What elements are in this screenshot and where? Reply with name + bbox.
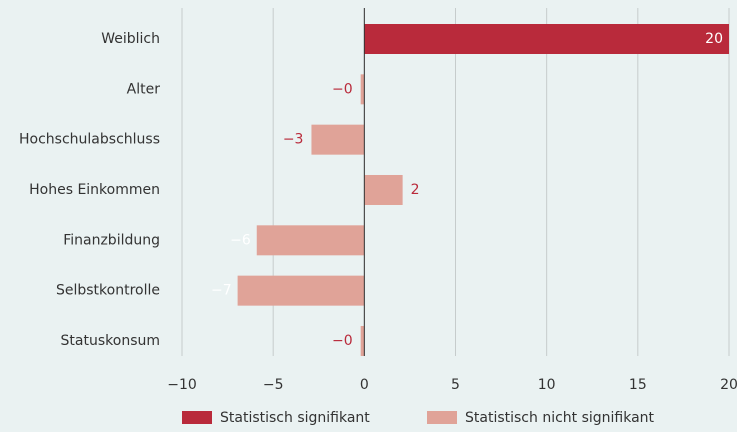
- value-label: 20: [705, 31, 723, 47]
- x-tick-label: 15: [629, 377, 647, 393]
- value-label: −7: [211, 283, 232, 299]
- bar: [360, 74, 365, 105]
- category-label: Selbstkontrolle: [56, 283, 160, 299]
- x-tick-label: −5: [263, 377, 284, 393]
- bar: [364, 174, 403, 205]
- legend-swatch: [427, 411, 457, 424]
- category-label: Weiblich: [101, 31, 160, 47]
- legend-label: Statistisch nicht signifikant: [465, 410, 655, 426]
- value-label: −0: [332, 81, 353, 97]
- category-label: Statuskonsum: [61, 333, 160, 349]
- x-tick-label: −10: [167, 377, 197, 393]
- category-label: Hochschulabschluss: [19, 132, 160, 148]
- x-tick-label: 20: [720, 377, 737, 393]
- bar: [364, 24, 729, 54]
- bar: [256, 225, 365, 256]
- x-tick-label: 5: [451, 377, 460, 393]
- x-tick-label: 10: [538, 377, 556, 393]
- category-label: Hohes Einkommen: [29, 182, 160, 198]
- legend-swatch: [182, 411, 212, 424]
- bar: [311, 124, 365, 155]
- bar: [360, 325, 365, 356]
- category-label: Finanzbildung: [63, 232, 160, 248]
- value-label: −6: [230, 232, 251, 248]
- value-label: 2: [411, 182, 420, 198]
- category-label: Alter: [127, 81, 161, 97]
- x-tick-label: 0: [360, 377, 369, 393]
- value-label: −3: [283, 132, 304, 148]
- bar: [237, 275, 365, 306]
- legend-label: Statistisch signifikant: [220, 410, 370, 426]
- value-label: −0: [332, 333, 353, 349]
